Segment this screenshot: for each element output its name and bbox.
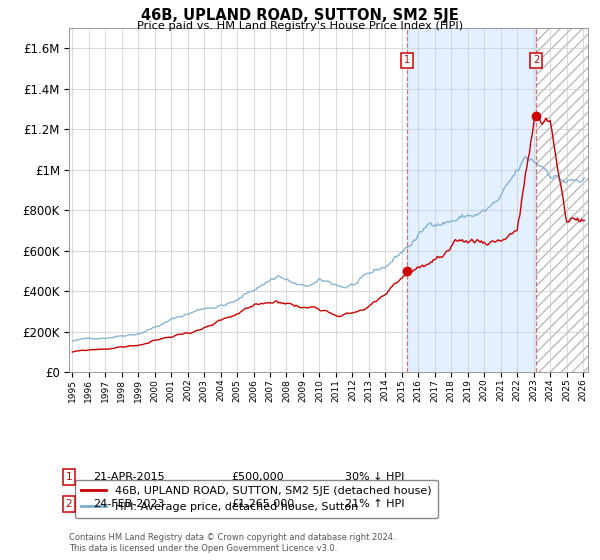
Text: 2: 2	[65, 499, 73, 509]
Legend: 46B, UPLAND ROAD, SUTTON, SM2 5JE (detached house), HPI: Average price, detached: 46B, UPLAND ROAD, SUTTON, SM2 5JE (detac…	[74, 479, 438, 519]
Text: 2: 2	[533, 55, 539, 66]
Text: 24-FEB-2023: 24-FEB-2023	[93, 499, 164, 509]
Text: 1: 1	[404, 55, 410, 66]
Text: Contains HM Land Registry data © Crown copyright and database right 2024.
This d: Contains HM Land Registry data © Crown c…	[69, 533, 395, 553]
Text: 21% ↑ HPI: 21% ↑ HPI	[345, 499, 404, 509]
Text: 21-APR-2015: 21-APR-2015	[93, 472, 164, 482]
Text: 46B, UPLAND ROAD, SUTTON, SM2 5JE: 46B, UPLAND ROAD, SUTTON, SM2 5JE	[141, 8, 459, 24]
Bar	[407, 28, 536, 372]
Text: £500,000: £500,000	[231, 472, 284, 482]
Text: Price paid vs. HM Land Registry's House Price Index (HPI): Price paid vs. HM Land Registry's House …	[137, 21, 463, 31]
Text: 30% ↓ HPI: 30% ↓ HPI	[345, 472, 404, 482]
Text: 1: 1	[65, 472, 73, 482]
Bar	[536, 28, 599, 372]
Bar	[536, 28, 599, 372]
Text: £1,265,000: £1,265,000	[231, 499, 294, 509]
